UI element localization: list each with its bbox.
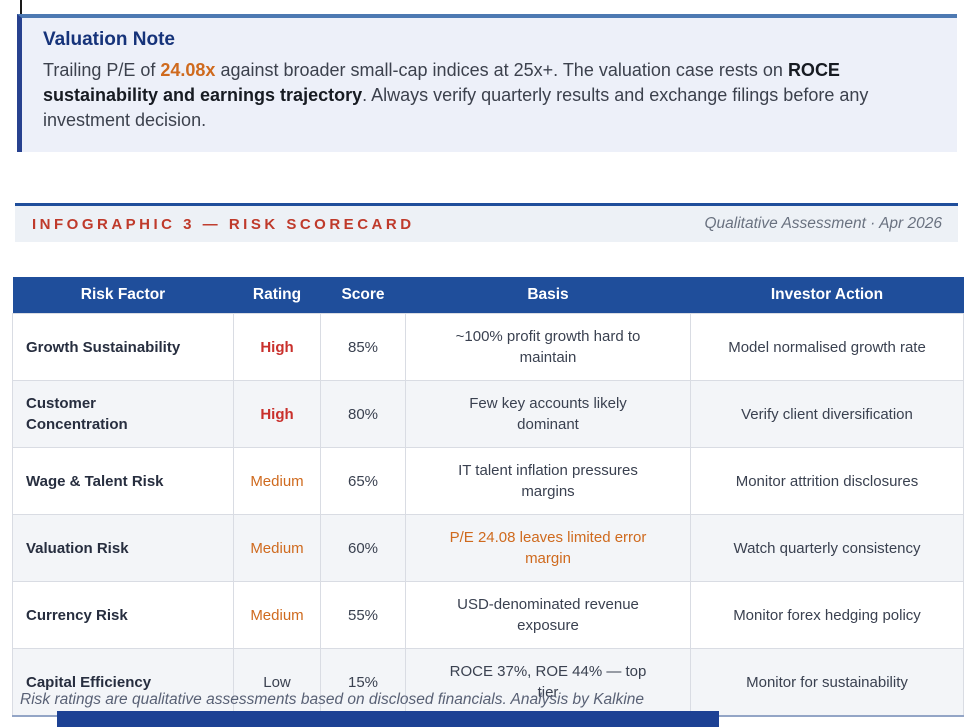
cell-factor: Currency Risk bbox=[12, 581, 234, 649]
cell-action: Monitor attrition disclosures bbox=[690, 447, 964, 515]
cell-action: Model normalised growth rate bbox=[690, 313, 964, 381]
risk-scorecard-table: Risk Factor Rating Score Basis Investor Acti… bbox=[12, 277, 964, 717]
column-header-2: Score bbox=[320, 277, 406, 314]
cell-score: 15% bbox=[320, 648, 406, 717]
cell-factor: Capital Efficiency bbox=[12, 648, 234, 717]
risk-row: Wage & Talent Risk Medium 65% IT talent inf… bbox=[12, 447, 964, 515]
column-header-1: Rating bbox=[233, 277, 321, 314]
cell-basis: USD-denominated revenue exposure bbox=[405, 581, 691, 649]
section-header-band: INFOGRAPHIC 3 — RISK SCORECARD Qualitati… bbox=[15, 203, 958, 242]
note-text-prefix: Trailing P/E of bbox=[43, 60, 161, 80]
cell-action: Monitor forex hedging policy bbox=[690, 581, 964, 649]
risk-table-header-row: Risk Factor Rating Score Basis Investor Acti… bbox=[12, 277, 964, 314]
valuation-note-card: Valuation Note Trailing P/E of 24.08x ag… bbox=[17, 14, 957, 152]
cell-basis: ~100% profit growth hard to maintain bbox=[405, 313, 691, 381]
valuation-note-body: Trailing P/E of 24.08x against broader s… bbox=[43, 58, 933, 133]
cell-action: Watch quarterly consistency bbox=[690, 514, 964, 582]
cell-factor: Valuation Risk bbox=[12, 514, 234, 582]
pe-ratio-value: 24.08x bbox=[160, 60, 216, 80]
text-cursor-artifact bbox=[20, 0, 22, 15]
cell-basis: IT talent inflation pressures margins bbox=[405, 447, 691, 515]
cell-basis: Few key accounts likely dominant bbox=[405, 380, 691, 448]
cell-factor: Growth Sustainability bbox=[12, 313, 234, 381]
cell-score: 85% bbox=[320, 313, 406, 381]
assessment-meta: Qualitative Assessment · Apr 2026 bbox=[704, 215, 943, 232]
cell-score: 65% bbox=[320, 447, 406, 515]
cell-basis: P/E 24.08 leaves limited error margin bbox=[405, 514, 691, 582]
note-bold-phrase: ROCE sustainability and earnings traject… bbox=[43, 60, 840, 105]
valuation-note-title: Valuation Note bbox=[43, 29, 175, 50]
cell-rating: Medium bbox=[233, 581, 321, 649]
column-header-0: Risk Factor bbox=[12, 277, 234, 314]
cell-rating: Low bbox=[233, 648, 321, 717]
bottom-accent-bar bbox=[57, 711, 719, 727]
cell-rating: Medium bbox=[233, 447, 321, 515]
risk-table-body: Growth Sustainability High 85% ~100% profit… bbox=[12, 313, 964, 717]
cell-rating: Medium bbox=[233, 514, 321, 582]
cell-factor: Wage & Talent Risk bbox=[12, 447, 234, 515]
note-text-mid: against broader small-cap indices at 25x… bbox=[215, 60, 788, 80]
cell-action: Monitor for sustainability bbox=[690, 648, 964, 717]
risk-row: Growth Sustainability High 85% ~100% profit… bbox=[12, 313, 964, 381]
cell-rating: High bbox=[233, 380, 321, 448]
risk-row: Capital Efficiency Low 15% ROCE 37%, ROE 44… bbox=[12, 648, 964, 717]
risk-row: Currency Risk Medium 55% USD-denominated re… bbox=[12, 581, 964, 649]
risk-row: Valuation Risk Medium 60% P/E 24.08 leaves … bbox=[12, 514, 964, 582]
cell-rating: High bbox=[233, 313, 321, 381]
cell-basis: ROCE 37%, ROE 44% — top tier bbox=[405, 648, 691, 717]
cell-score: 55% bbox=[320, 581, 406, 649]
cell-score: 80% bbox=[320, 380, 406, 448]
cell-score: 60% bbox=[320, 514, 406, 582]
footer-note: Risk ratings are qualitative assessments… bbox=[20, 691, 645, 708]
column-header-4: Investor Action bbox=[690, 277, 964, 314]
column-header-3: Basis bbox=[405, 277, 691, 314]
note-text-suffix: . Always verify quarterly results and ex… bbox=[43, 85, 869, 130]
infographic-title: INFOGRAPHIC 3 — RISK SCORECARD bbox=[32, 215, 415, 233]
cell-action: Verify client diversification bbox=[690, 380, 964, 448]
cell-factor: Customer Concentration bbox=[12, 380, 234, 448]
risk-row: Customer Concentration High 80% Few key acc… bbox=[12, 380, 964, 448]
